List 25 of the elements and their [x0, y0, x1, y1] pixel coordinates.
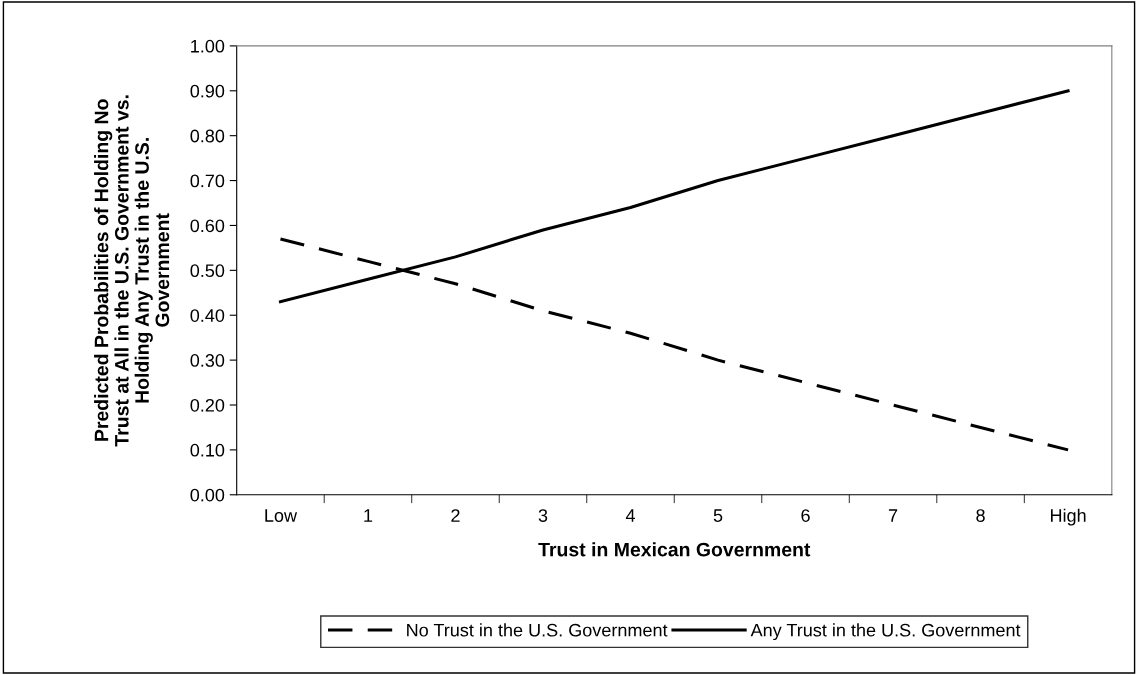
- legend-label: No Trust in the U.S. Government: [407, 623, 668, 637]
- y-tick-label: 0.20: [190, 398, 225, 412]
- y-tick-label: 0.70: [190, 174, 225, 188]
- y-tick-label: 0.40: [190, 309, 225, 322]
- y-tick-label: 0.90: [190, 84, 225, 98]
- x-tick-label: 1: [364, 509, 373, 522]
- y-tick-label: 0.00: [190, 488, 225, 502]
- x-tick-label: 3: [538, 509, 548, 522]
- y-tick-label: 1.00: [191, 39, 225, 53]
- x-tick-label: 6: [801, 509, 810, 522]
- y-tick-label: 0.80: [190, 129, 225, 143]
- x-axis-title: Trust in Mexican Government: [538, 542, 811, 557]
- y-tick-label: 0.30: [190, 354, 225, 367]
- x-tick-label: High: [1050, 508, 1086, 526]
- x-tick-label: 7: [888, 509, 898, 522]
- legend-label: Any Trust in the U.S. Government: [750, 623, 1021, 641]
- y-axis-title: Predicted Probabilities of Holding No Trust at All in the U.S. Government vs. Holding Any Trust in the U.S. Government: [94, 95, 170, 447]
- y-tick-label: 0.10: [190, 443, 225, 457]
- x-tick-label: 8: [976, 509, 985, 522]
- y-tick-label: 0.60: [190, 219, 225, 233]
- x-tick-label: Low: [265, 509, 298, 522]
- x-tick-label: 5: [713, 509, 723, 522]
- y-tick-label: 0.50: [190, 264, 225, 278]
- x-tick-label: 4: [625, 509, 635, 522]
- x-tick-label: 2: [451, 509, 460, 522]
